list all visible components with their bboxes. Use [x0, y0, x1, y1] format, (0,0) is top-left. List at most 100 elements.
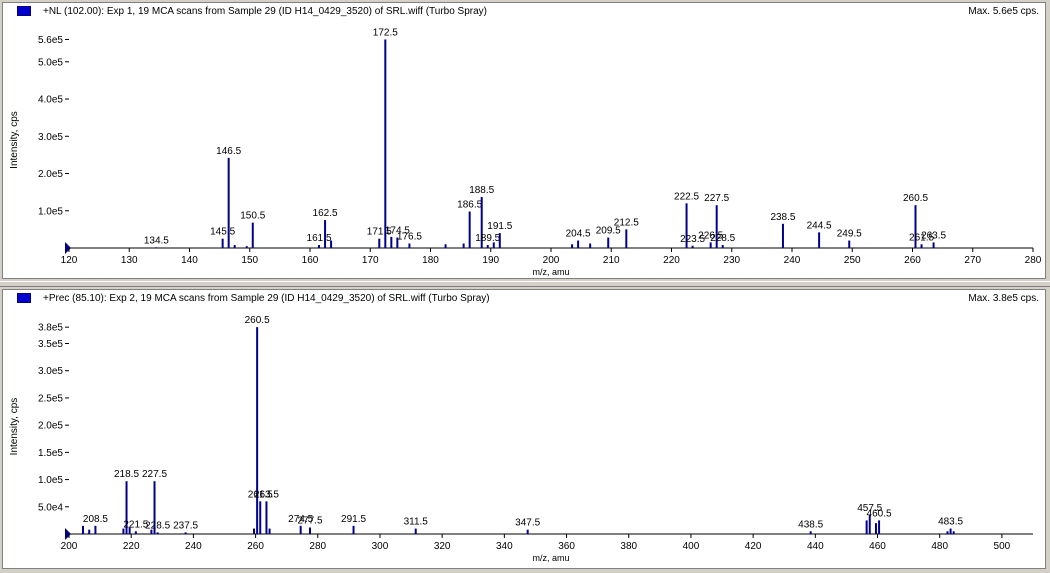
- peak-label: 174.5: [385, 226, 410, 237]
- peak-label: 134.5: [144, 235, 169, 246]
- x-tick-label: 180: [422, 255, 439, 266]
- y-tick-label: 5.0e4: [38, 502, 63, 513]
- panel-divider[interactable]: [0, 281, 1050, 287]
- peak-label: 238.5: [770, 212, 795, 223]
- y-tick-label: 1.0e5: [38, 206, 63, 217]
- peak-label: 223.5: [680, 234, 705, 245]
- peak-label: 274.5: [288, 514, 313, 525]
- y-tick-label: 1.0e5: [38, 475, 63, 486]
- peak-label: 208.5: [83, 514, 108, 525]
- x-tick-label: 280: [309, 541, 326, 552]
- x-tick-label: 190: [482, 255, 499, 266]
- peak-label: 263.5: [254, 489, 279, 500]
- x-tick-label: 240: [784, 255, 801, 266]
- x-tick-label: 280: [1025, 255, 1042, 266]
- spectrum-chart-1[interactable]: 120 130 140 150 160 170 180 190 200 210 220 230 240 2…: [3, 3, 1047, 280]
- x-tick-label: 380: [620, 541, 637, 552]
- x-tick-label: 460: [869, 541, 886, 552]
- y-tick-label: 5.6e5: [38, 35, 63, 46]
- x-tick-label: 440: [807, 541, 824, 552]
- peak-label: 186.5: [457, 200, 482, 211]
- peak-label: 291.5: [341, 514, 366, 525]
- peak-label: 150.5: [240, 211, 265, 222]
- x-tick-label: 500: [994, 541, 1011, 552]
- x-tick-label: 230: [723, 255, 740, 266]
- x-tick-label: 130: [121, 255, 138, 266]
- y-tick-label: 3.8e5: [38, 323, 63, 334]
- x-tick-label: 360: [558, 541, 575, 552]
- x-tick-label: 270: [964, 255, 981, 266]
- peak-label: 260.5: [245, 315, 270, 326]
- peak-label: 263.5: [921, 230, 946, 241]
- x-tick-label: 250: [844, 255, 861, 266]
- x-axis-label: m/z, amu: [532, 553, 569, 563]
- peak-label: 189.5: [475, 233, 500, 244]
- y-tick-label: 3.5e5: [38, 339, 63, 350]
- peak-label: 249.5: [837, 229, 862, 240]
- x-tick-label: 300: [372, 541, 389, 552]
- x-tick-label: 170: [362, 255, 379, 266]
- spectrum-chart-2[interactable]: 200 220 240 260 280 300 320 340 360 380 400 420 440 4…: [3, 290, 1047, 570]
- x-tick-label: 340: [496, 541, 513, 552]
- x-tick-label: 140: [181, 255, 198, 266]
- peak-label: 145.5: [210, 227, 235, 238]
- x-tick-label: 160: [302, 255, 319, 266]
- peak-label: 146.5: [216, 146, 241, 157]
- peak-label: 209.5: [596, 226, 621, 237]
- x-tick-label: 260: [904, 255, 921, 266]
- peak-label: 228.5: [710, 233, 735, 244]
- peak-label: 244.5: [807, 220, 832, 231]
- y-axis-label: Intensity, cps: [9, 111, 20, 169]
- panel-1-title: +NL (102.00): Exp 1, 19 MCA scans from S…: [43, 6, 488, 17]
- origin-marker-icon: [65, 242, 71, 254]
- x-tick-label: 420: [745, 541, 762, 552]
- y-tick-label: 3.0e5: [38, 132, 63, 143]
- y-tick-label: 2.5e5: [38, 393, 63, 404]
- x-tick-label: 120: [61, 255, 78, 266]
- peak-label: 188.5: [469, 185, 494, 196]
- y-tick-label: 5.0e5: [38, 57, 63, 68]
- spectrum-icon[interactable]: [17, 6, 31, 16]
- peak-label: 191.5: [487, 221, 512, 232]
- peak-label: 237.5: [173, 520, 198, 531]
- peak-label: 161.5: [307, 233, 332, 244]
- peak-label: 460.5: [867, 508, 892, 519]
- peak-label: 222.5: [674, 191, 699, 202]
- panel-1-max-intensity: Max. 5.6e5 cps.: [968, 6, 1039, 17]
- peak-label: 277.5: [297, 515, 322, 526]
- panel-2-title: +Prec (85.10): Exp 2, 19 MCA scans from …: [43, 293, 490, 304]
- peak-label: 261.5: [248, 489, 273, 500]
- peak-label: 438.5: [798, 519, 823, 530]
- y-axis-label: Intensity, cps: [9, 398, 20, 456]
- panel-1-header: +NL (102.00): Exp 1, 19 MCA scans from S…: [3, 3, 1045, 21]
- y-tick-label: 1.5e5: [38, 448, 63, 459]
- x-tick-label: 260: [247, 541, 264, 552]
- peak-label: 204.5: [566, 229, 591, 240]
- y-tick-label: 2.0e5: [38, 421, 63, 432]
- peak-label: 212.5: [614, 217, 639, 228]
- x-tick-label: 400: [683, 541, 700, 552]
- spectrum-icon[interactable]: [17, 293, 31, 303]
- spectrum-panel-1: +NL (102.00): Exp 1, 19 MCA scans from S…: [2, 2, 1046, 279]
- peak-label: 171.5: [367, 227, 392, 238]
- y-tick-label: 2.0e5: [38, 169, 63, 180]
- peak-label: 218.5: [114, 469, 139, 480]
- x-tick-label: 220: [123, 541, 140, 552]
- peak-label: 261.5: [909, 232, 934, 243]
- peak-label: 226.5: [698, 230, 723, 241]
- x-tick-label: 240: [185, 541, 202, 552]
- panel-2-header: +Prec (85.10): Exp 2, 19 MCA scans from …: [3, 290, 1045, 308]
- x-tick-label: 480: [931, 541, 948, 552]
- x-tick-label: 320: [434, 541, 451, 552]
- peak-label: 228.5: [145, 520, 170, 531]
- peak-label: 347.5: [515, 518, 540, 529]
- peak-label: 260.5: [903, 193, 928, 204]
- peak-label: 162.5: [313, 208, 338, 219]
- x-axis-label: m/z, amu: [532, 267, 569, 277]
- peak-label: 457.5: [857, 503, 882, 514]
- y-tick-label: 3.0e5: [38, 366, 63, 377]
- peak-label: 311.5: [404, 517, 429, 528]
- x-tick-label: 200: [61, 541, 78, 552]
- x-tick-label: 220: [663, 255, 680, 266]
- origin-marker-icon: [65, 528, 71, 540]
